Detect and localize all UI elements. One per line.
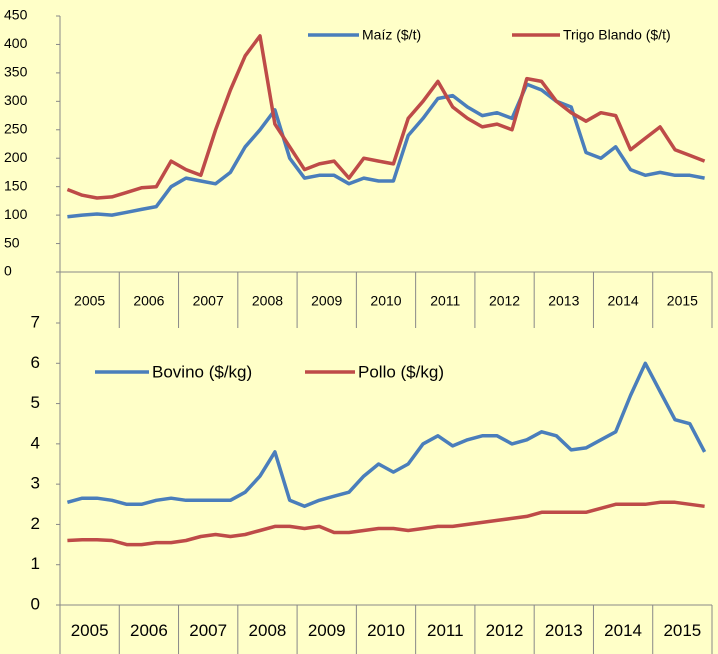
x-tick-label: 2007 (193, 293, 224, 309)
series-line (66, 34, 706, 200)
y-tick-label: 150 (4, 177, 28, 193)
series-line (67, 82, 705, 219)
y-tick-label: 6 (31, 353, 40, 372)
x-tick-label: 2008 (249, 621, 287, 640)
x-tick-label: 2015 (667, 293, 698, 309)
y-tick-label: 1 (31, 554, 40, 573)
series-line (66, 361, 707, 509)
x-tick-label: 2011 (427, 621, 464, 640)
x-tick-label: 2015 (663, 621, 701, 640)
x-tick-label: 2012 (486, 621, 524, 640)
y-tick-label: 5 (31, 393, 40, 412)
x-tick-label: 2010 (367, 621, 405, 640)
x-tick-label: 2007 (189, 621, 227, 640)
y-tick-label: 400 (4, 35, 28, 51)
line-chart: 0 50 100 150 200 250 300 350 400 450 2005 2006 2007 2… (4, 7, 713, 328)
legend-label: Pollo ($/kg) (358, 362, 444, 381)
legend-label: Trigo Blando ($/t) (563, 27, 671, 43)
y-tick-label: 0 (4, 263, 12, 279)
x-tick-label: 2013 (548, 293, 579, 309)
y-tick-label: 200 (4, 149, 28, 165)
x-tick-label: 2011 (430, 293, 460, 309)
y-tick-label: 3 (31, 474, 40, 493)
x-tick-label: 2014 (608, 293, 639, 309)
x-tick-label: 2006 (130, 621, 168, 640)
y-tick-label: 0 (31, 594, 40, 613)
y-tick-label: 450 (4, 7, 28, 23)
legend-label: Bovino ($/kg) (152, 362, 252, 381)
x-tick-label: 2006 (133, 293, 164, 309)
y-tick-label: 50 (4, 234, 20, 250)
y-tick-label: 300 (4, 92, 28, 108)
legend-label: Maíz ($/t) (362, 27, 421, 43)
x-tick-label: 2005 (74, 293, 105, 309)
line-chart: 0 1 2 3 4 5 6 7 2005 2006 2007 2008 2009 2010 2011 2012… (31, 312, 713, 654)
y-tick-label: 2 (31, 514, 40, 533)
x-tick-label: 2005 (71, 621, 109, 640)
x-tick-label: 2009 (308, 621, 346, 640)
y-tick-label: 100 (4, 206, 28, 222)
y-tick-label: 4 (31, 433, 40, 452)
series-line (67, 500, 705, 547)
x-tick-label: 2014 (604, 621, 642, 640)
x-tick-label: 2008 (252, 293, 283, 309)
x-tick-label: 2009 (311, 293, 342, 309)
y-tick-label: 7 (31, 312, 40, 331)
x-tick-label: 2012 (489, 293, 520, 309)
x-tick-label: 2010 (370, 293, 401, 309)
x-tick-label: 2013 (545, 621, 583, 640)
y-tick-label: 350 (4, 64, 28, 80)
y-tick-label: 250 (4, 120, 28, 136)
